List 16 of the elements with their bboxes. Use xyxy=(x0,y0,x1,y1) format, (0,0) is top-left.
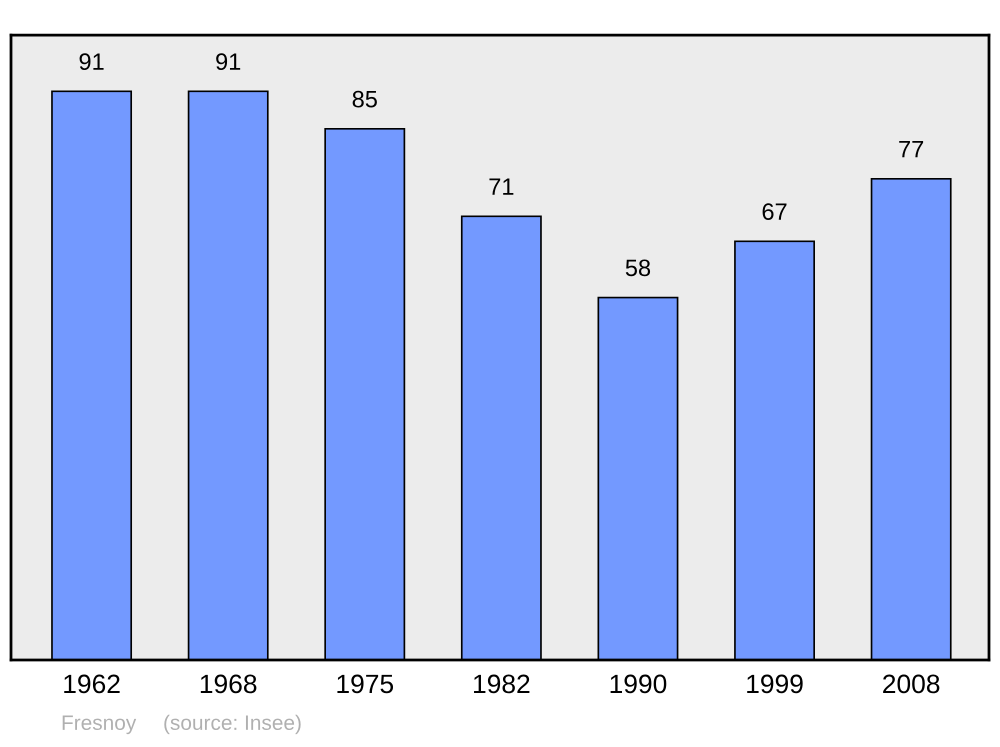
text: Fresnoy xyxy=(62,715,136,734)
x-tick-label: 1999 xyxy=(747,674,803,694)
text: (source: Insee) xyxy=(164,714,301,734)
data-label: 85 xyxy=(352,90,377,108)
x-tick-label: 1968 xyxy=(200,674,256,694)
data-label: 91 xyxy=(80,53,104,70)
x-tick-label: 1990 xyxy=(610,674,666,694)
x-tick-label: 2008 xyxy=(883,674,940,694)
x-tick-label: 1982 xyxy=(474,674,530,694)
data-label: 67 xyxy=(762,203,786,220)
data-label: 71 xyxy=(489,178,514,195)
data-label: 91 xyxy=(216,53,240,70)
data-label: 58 xyxy=(626,260,650,276)
data-label: 77 xyxy=(899,141,924,158)
x-tick-label: 1975 xyxy=(337,674,394,694)
x-tick-label: 1962 xyxy=(64,674,120,694)
